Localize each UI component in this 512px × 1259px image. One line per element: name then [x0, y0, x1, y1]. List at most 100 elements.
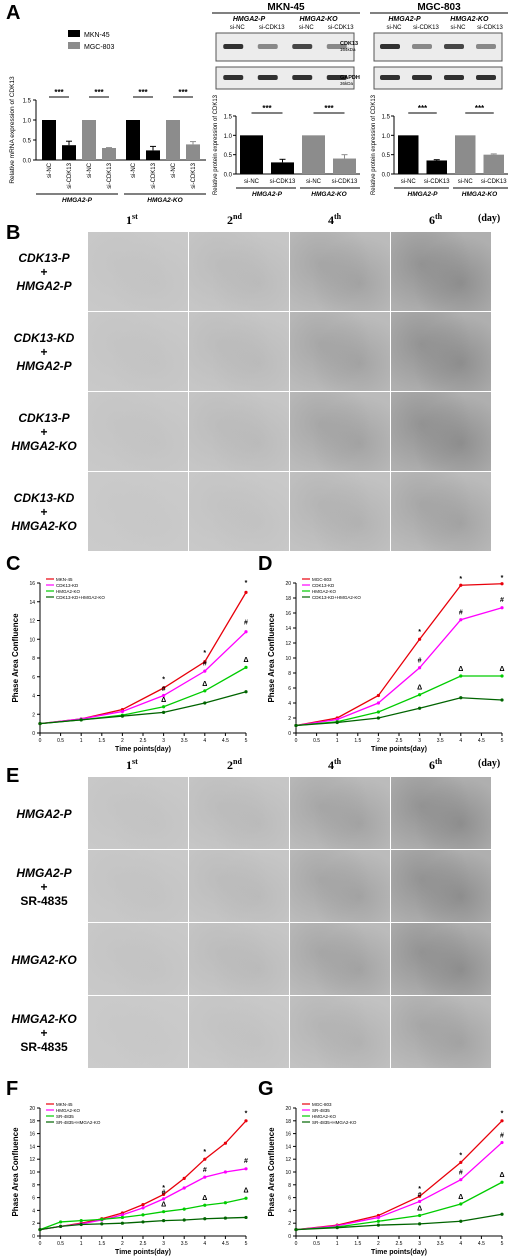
bar: [302, 135, 325, 174]
x-tick-label: 0.5: [57, 738, 64, 744]
significance-marker: *: [203, 650, 206, 657]
bar-x-label: si-CDK13: [270, 179, 296, 185]
legend-label: HMGA2-KO: [56, 1108, 81, 1113]
x-tick-label: 4.5: [222, 738, 229, 744]
x-tick-label: 1.5: [98, 1241, 105, 1247]
significance-marker: *: [203, 1149, 206, 1156]
panel-b-column-label: 1st: [126, 212, 138, 227]
y-tick-label: 10: [285, 1170, 291, 1176]
bar: [166, 120, 180, 160]
data-point: [244, 1119, 248, 1123]
panel-b-micrograph: [189, 232, 289, 311]
panel-b-column-label: 6th: [429, 212, 443, 227]
panel-e-row-label: HMGA2-KO: [11, 952, 77, 967]
panel-b-micrograph: [290, 312, 390, 391]
blot-group-header: HMGA2-P: [388, 16, 421, 23]
blot-size-label: 164kDa: [340, 47, 356, 52]
legend-label: MGC-803: [84, 44, 114, 51]
x-tick-label: 2.5: [396, 738, 403, 744]
sig-label: ***: [138, 88, 148, 97]
blot-band: [412, 75, 432, 80]
legend-label: HMGA2-KO: [56, 589, 81, 594]
x-tick-label: 5: [245, 1241, 248, 1247]
sig-label: ***: [262, 104, 272, 113]
blot-band: [326, 44, 347, 49]
panel-e-micrograph: [88, 923, 188, 995]
data-point: [182, 1207, 186, 1211]
data-point: [120, 1221, 124, 1225]
data-point: [79, 1222, 83, 1227]
data-point: [459, 696, 463, 700]
panel-e-micrograph: [88, 777, 188, 849]
series-line: [39, 631, 247, 725]
lane-label: si-NC: [387, 25, 403, 31]
bar-x-label: si-NC: [458, 179, 474, 185]
data-point: [376, 693, 380, 698]
panel-label-f: F: [6, 1078, 19, 1100]
data-point: [38, 722, 42, 726]
lane-label: si-NC: [299, 25, 315, 31]
data-point: [335, 1226, 339, 1230]
data-point: [244, 1167, 248, 1171]
blot-band: [257, 75, 278, 80]
data-point: [120, 714, 124, 718]
data-point: [162, 710, 166, 714]
significance-marker: *: [459, 576, 462, 583]
panel-b-micrograph: [189, 392, 289, 471]
blot-band: [444, 44, 464, 49]
y-tick-label: 1.5: [224, 115, 233, 121]
panel-b-micrograph: [290, 232, 390, 311]
panel-e-micrograph: [290, 923, 390, 995]
data-point: [500, 1180, 504, 1184]
y-tick-label: 8: [288, 671, 291, 677]
data-point: [162, 1210, 166, 1214]
x-tick-label: 3.5: [181, 738, 188, 744]
x-tick-label: 3: [162, 1241, 165, 1247]
legend-label: SR-4835+HMGA2-KO: [56, 1120, 101, 1125]
bar: [102, 148, 116, 160]
y-tick-label: 16: [29, 1132, 35, 1138]
y-tick-label: 2: [288, 716, 291, 722]
x-tick-label: 2: [377, 1241, 380, 1247]
panel-b-micrograph: [88, 392, 188, 471]
bar-x-label: si-NC: [87, 162, 93, 178]
legend-label: CDK13-KD: [312, 583, 335, 588]
group-label: HMGA2-P: [252, 191, 283, 198]
bar-x-label: si-NC: [47, 162, 53, 178]
data-point: [500, 582, 504, 586]
bar-x-label: si-CDK13: [191, 162, 197, 188]
x-tick-label: 4: [459, 1241, 462, 1247]
data-point: [203, 669, 207, 673]
significance-marker: Δ: [202, 1195, 207, 1202]
sig-label: ***: [418, 104, 428, 113]
legend-label: CDK13-KD: [56, 583, 79, 588]
y-tick-label: 6: [32, 675, 35, 681]
y-tick-label: 8: [32, 1183, 35, 1189]
bar-x-label: si-NC: [171, 162, 177, 178]
significance-marker: #: [418, 658, 422, 665]
significance-marker: Δ: [458, 1194, 463, 1201]
blot-protein-label: GAPDH: [340, 75, 360, 81]
data-point: [79, 1219, 83, 1223]
x-tick-label: 5: [501, 738, 504, 744]
data-point: [459, 1160, 463, 1164]
panel-a-figure: 0.0 0.5 1.0 1.5 Relative mRNA expression of …: [9, 2, 508, 204]
data-point: [459, 583, 463, 587]
x-tick-label: 1.5: [98, 738, 105, 744]
y-tick-label: 20: [285, 581, 291, 587]
bar: [398, 135, 419, 174]
y-tick-label: 0: [32, 1234, 35, 1240]
y-tick-label: 0.0: [382, 173, 391, 179]
panel-label-g: G: [258, 1078, 274, 1100]
panel-b-micrograph: [391, 312, 491, 391]
y-tick-label: 2: [32, 712, 35, 718]
x-tick-label: 0: [295, 738, 298, 744]
data-point: [203, 689, 207, 693]
panel-e-row-label: HMGA2-KO + SR-4835: [11, 1011, 77, 1054]
significance-marker: #: [459, 1170, 463, 1177]
bar: [186, 144, 200, 160]
significance-marker: Δ: [161, 1202, 166, 1209]
panel-b-micrograph: [391, 392, 491, 471]
legend-label: CDK13-KD+HMGA2-KO: [56, 595, 105, 600]
panel-e-day-label: (day): [478, 758, 501, 769]
